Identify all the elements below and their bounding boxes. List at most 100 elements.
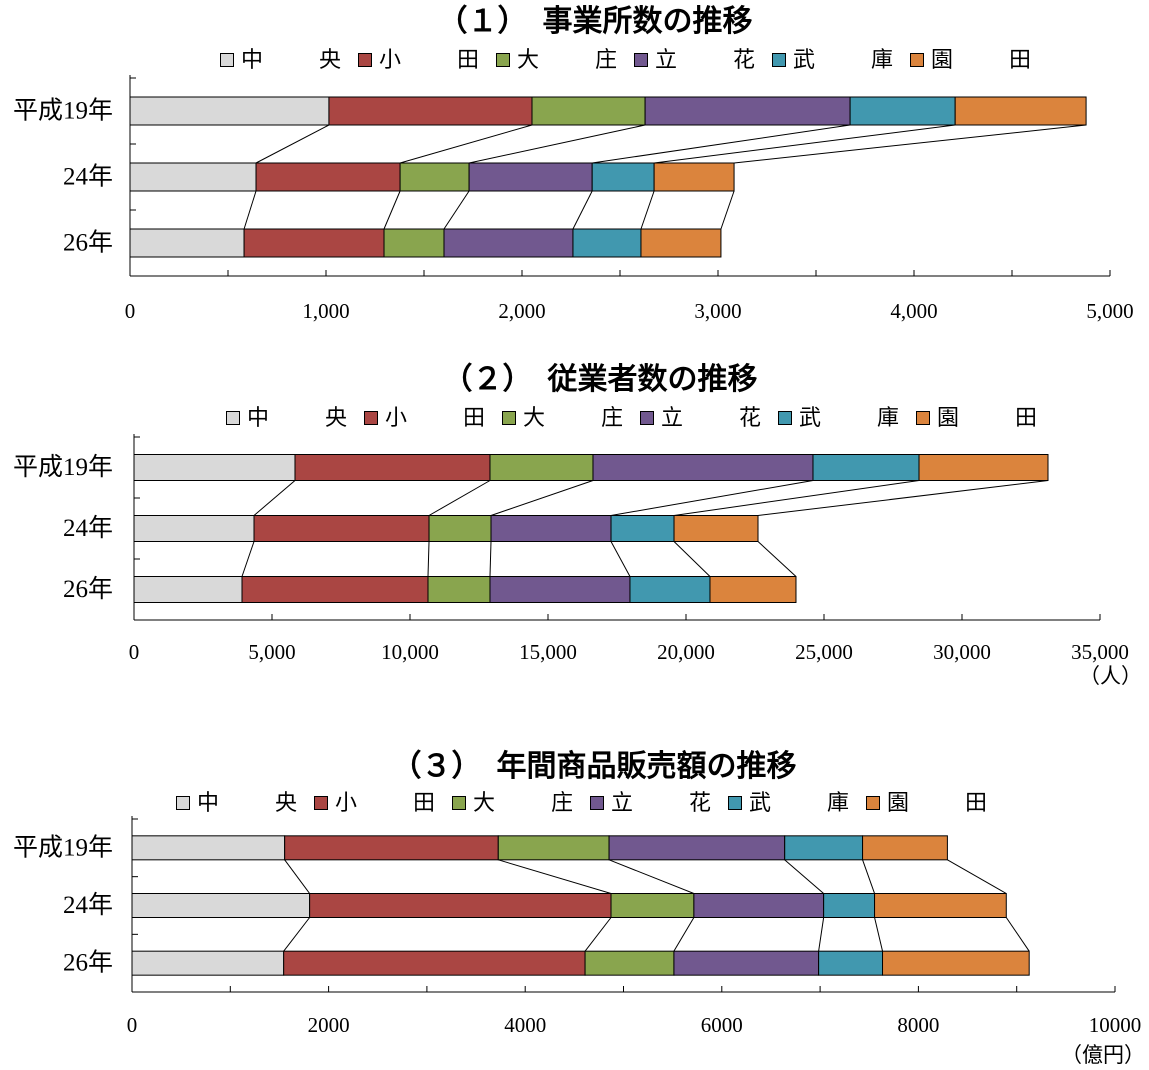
bar-series-3-row-3 [584,950,675,976]
bar-series-3-row-1 [489,454,594,481]
bar-series-1-row-3 [131,950,285,976]
bar-series-5-row-3 [629,576,711,603]
x-tick-label: 2000 [308,1013,350,1037]
category-label: 24年 [63,891,113,919]
legend-label: 立 花 [655,47,760,72]
legend-item-1: 中 央 [176,791,314,815]
x-tick-label: 20,000 [657,640,715,664]
category-label: 26年 [63,229,113,257]
x-tick-label: 8000 [897,1013,939,1037]
unit-label: （人） [1079,664,1142,688]
bar-series-6-row-2 [874,893,1007,918]
x-tick-label: 5,000 [248,640,295,664]
legend-label: 園 田 [931,47,1036,72]
legend-swatch [364,411,378,425]
bar-series-2-row-1 [284,835,499,861]
bar-series-1-row-1 [129,96,330,126]
legend-label: 小 田 [385,405,490,430]
chart-annual-sales: （３） 年間商品販売額の推移 中 央 小 田 大 庄 立 花 武 庫 園 田 平成19年 2… [0,740,1149,1070]
series-connector-line [241,541,255,577]
bar-series-2-row-3 [241,576,429,603]
unit-label: （億円） [1061,1043,1145,1067]
series-connector-line [592,124,851,164]
bar-series-1-row-2 [129,162,257,192]
legend-item-4: 立 花 [640,406,778,430]
category-label: 平成19年 [13,453,113,481]
legend-label: 中 央 [247,405,352,430]
series-connector-line [784,859,824,894]
series-connector-line [468,124,646,164]
legend: 中 央小 田 大 庄 立 花武 庫園 田 [220,48,1048,72]
legend-label: 大 庄 [517,47,622,72]
legend: 中 央小 田大 庄立 花武 庫園 田 [176,791,1004,815]
series-connector-line [584,917,612,952]
legend-label: 武 庫 [799,405,904,430]
legend-item-2: 小 田 [314,791,452,815]
x-tick-label: 2,000 [498,299,545,323]
series-connector-line [243,190,257,230]
legend-swatch [452,796,466,810]
bar-series-2-row-3 [243,228,385,258]
x-tick-label: 6000 [701,1013,743,1037]
legend-swatch [314,796,328,810]
legend-item-4: 立 花 [590,791,728,815]
bar-series-2-row-1 [328,96,533,126]
bar-series-3-row-1 [497,835,610,861]
legend-swatch [358,53,372,67]
bar-series-2-row-1 [294,454,491,481]
legend-label: 小 田 [379,47,484,72]
legend-swatch [634,53,648,67]
bar-series-4-row-1 [592,454,814,481]
legend-label: 園 田 [937,405,1042,430]
legend-swatch [640,411,654,425]
bar-series-5-row-3 [818,950,884,976]
series-connector-line [640,190,655,230]
x-tick-label: 1,000 [302,299,349,323]
series-connector-line [383,190,401,230]
category-label: 26年 [63,575,113,603]
chart-title: （３） 年間商品販売額の推移 [391,750,797,783]
category-label: 24年 [63,514,113,542]
bar-series-6-row-1 [862,835,948,861]
series-connector-line [734,124,1087,164]
series-connector-line [673,917,695,952]
bar-series-3-row-3 [427,576,491,603]
bar-series-1-row-2 [131,893,311,918]
series-connector-line [572,190,593,230]
series-connector-line [654,124,956,164]
bar-series-5-row-1 [784,835,864,861]
bar-series-3-row-2 [428,515,492,542]
series-connector-line [1005,917,1030,952]
category-label: 平成19年 [13,97,113,125]
legend-item-5: 武 庫 [772,48,910,72]
series-connector-line [399,124,533,164]
bar-series-3-row-1 [531,96,646,126]
x-tick-label: 10000 [1089,1013,1142,1037]
plot-area: 平成19年 24年 26年 0 1,000 2,000 3,000 4,000 5,000 [13,75,1134,323]
legend-item-3: 大 庄 [452,791,590,815]
bar-series-4-row-1 [608,835,786,861]
legend-item-1: 中 央 [220,48,358,72]
legend-item-2: 小 田 [358,48,496,72]
legend-swatch [496,53,510,67]
legend-label: 園 田 [887,790,992,815]
legend-swatch [728,796,742,810]
x-tick-label: 35,000 [1071,640,1129,664]
legend-swatch [772,53,786,67]
bar-series-4-row-1 [644,96,851,126]
bar-series-4-row-2 [490,515,612,542]
legend-swatch [176,796,190,810]
series-connector-line [253,480,296,516]
legend-label: 大 庄 [523,405,628,430]
plot-area: 平成19年 24年 26年 0 5,000 10,000 15,000 20,000 25,00… [13,434,1129,664]
legend-label: 立 花 [611,790,716,815]
legend-item-3: 大 庄 [496,48,634,72]
x-tick-label: 0 [127,1013,138,1037]
x-tick-label: 15,000 [519,640,577,664]
bar-series-1-row-3 [129,228,245,258]
category-label: 24年 [63,163,113,191]
legend-item-1: 中 央 [226,406,364,430]
legend-swatch [220,53,234,67]
legend-swatch [502,411,516,425]
legend-item-5: 武 庫 [778,406,916,430]
